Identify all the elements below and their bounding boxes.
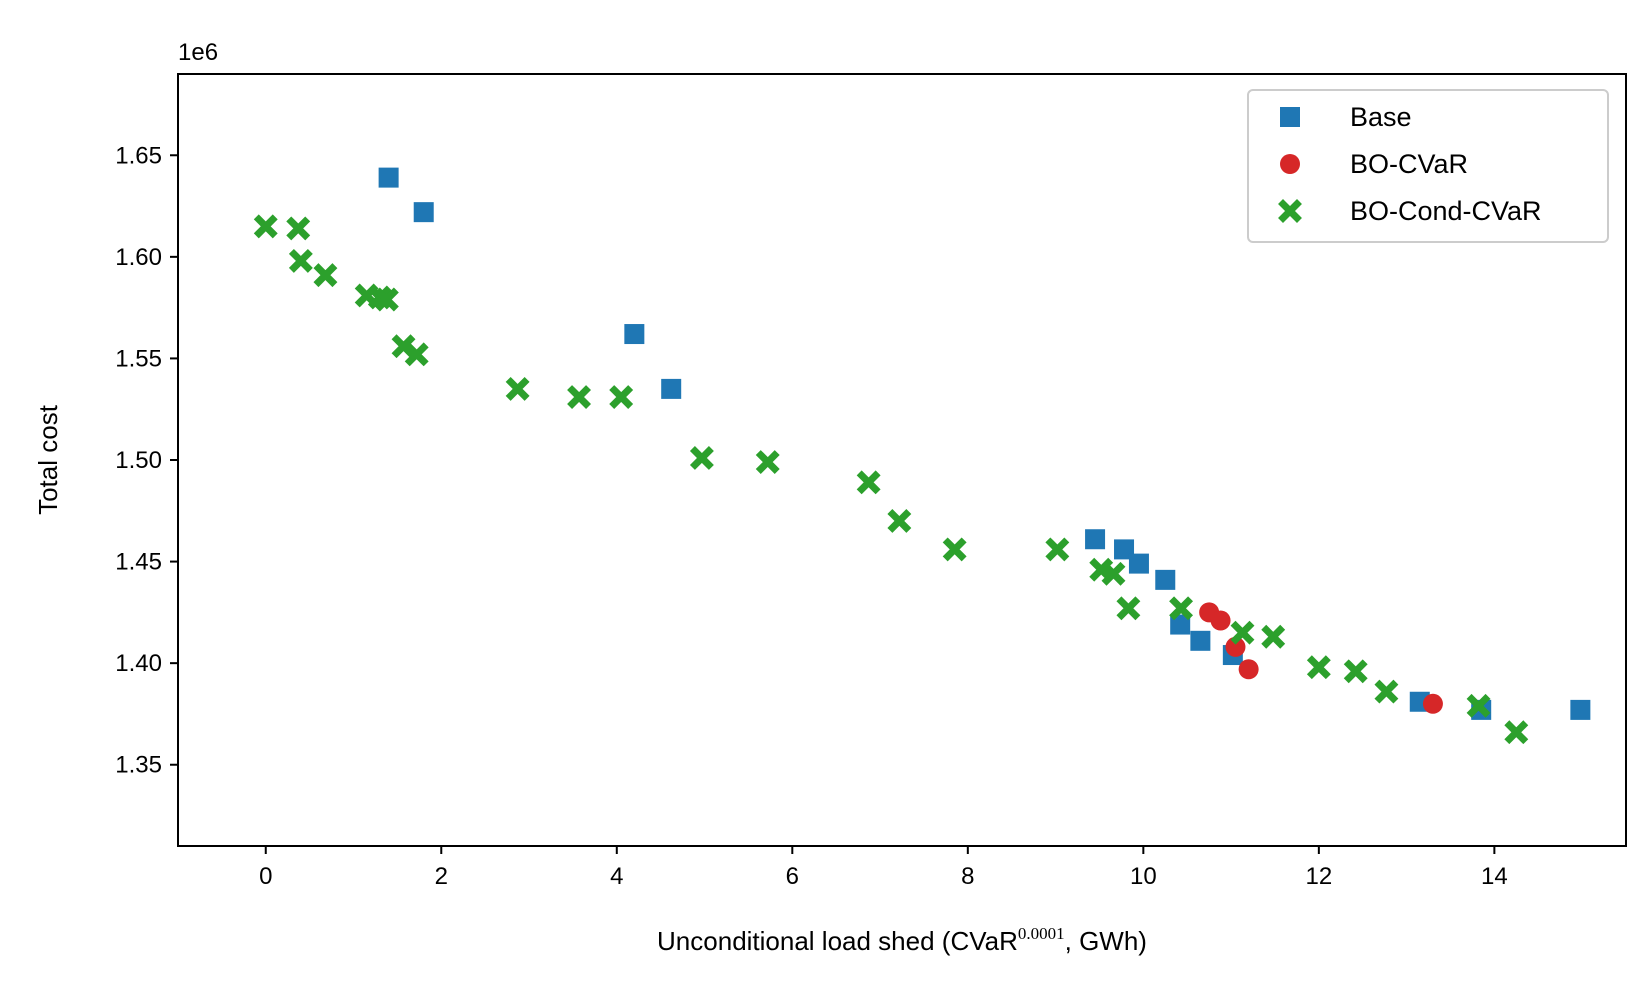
bo-cond-cvar-point-11 [609, 385, 634, 409]
bo-cond-cvar-point-23 [1261, 624, 1286, 649]
bo-cond-cvar-point-13 [755, 450, 780, 474]
legend-label-bo-cvar: BO-CVaR [1350, 149, 1468, 179]
x-tick-label: 10 [1130, 863, 1157, 890]
bo-cond-cvar-point-1 [286, 216, 311, 241]
bo-cond-cvar-point-26 [1374, 679, 1399, 704]
legend-entries: Base BO-CVaR BO-Cond-CVaR [1278, 102, 1542, 226]
bo-cvar-point-1 [1210, 610, 1231, 631]
base-point-8 [1170, 614, 1191, 635]
base-point-4 [1085, 529, 1106, 550]
base-point-9 [1190, 630, 1211, 651]
bo-cond-cvar-point-28 [1504, 720, 1529, 745]
base-point-13 [1570, 699, 1591, 720]
bo-cvar-point-4 [1422, 693, 1443, 714]
x-axis-label: Unconditional load shed (CVaR0.0001, GWh… [657, 924, 1147, 956]
x-axis-label-superscript: 0.0001 [1018, 924, 1065, 943]
x-tick-label: 14 [1481, 863, 1508, 890]
bo-cond-cvar-point-27 [1466, 693, 1491, 718]
bo-cond-cvar-point-24 [1306, 655, 1331, 680]
bo-cond-cvar-point-7 [391, 334, 416, 359]
y-tick-label: 1.55 [115, 345, 162, 372]
bo-cond-cvar-point-22 [1230, 620, 1255, 645]
y-tick-label: 1.65 [115, 142, 162, 169]
x-axis-label-main: Unconditional load shed (CVaR [657, 926, 1018, 956]
base-point-2 [624, 324, 645, 345]
base-point-6 [1128, 553, 1149, 574]
legend-frame [1247, 89, 1609, 243]
y-axis: 1.35 1.40 1.45 1.50 1.55 1.60 1.65 [115, 142, 178, 779]
bo-cvar-point-3 [1238, 659, 1259, 680]
bo-cond-cvar-point-20 [1116, 596, 1141, 621]
base-point-0 [378, 167, 399, 188]
bo-cond-cvar-point-14 [856, 470, 881, 495]
bo-cond-cvar-point-16 [942, 537, 967, 562]
legend-marker-base [1280, 107, 1300, 127]
x-axis-label-end: , GWh) [1065, 926, 1147, 956]
legend: Base BO-CVaR BO-Cond-CVaR [1247, 89, 1609, 243]
x-tick-label: 12 [1305, 863, 1332, 890]
bo-cond-cvar-point-21 [1169, 596, 1194, 621]
bo-cond-cvar-point-9 [505, 376, 530, 401]
bo-cvar-point-2 [1225, 636, 1246, 657]
y-tick-label: 1.50 [115, 447, 162, 474]
legend-label-base: Base [1350, 102, 1412, 132]
y-tick-label: 1.40 [115, 650, 162, 677]
base-point-7 [1155, 569, 1176, 590]
base-point-1 [413, 202, 434, 223]
legend-marker-bo-cond-cvar [1278, 199, 1302, 223]
bo-cond-cvar-point-2 [288, 248, 313, 273]
legend-marker-bo-cvar [1280, 154, 1300, 174]
bo-cond-cvar-point-8 [404, 342, 429, 367]
bo-cond-cvar-point-15 [887, 508, 912, 533]
y-tick-label: 1.60 [115, 244, 162, 271]
x-axis: 0 2 4 6 8 10 12 14 [259, 846, 1508, 890]
bo-cond-cvar-point-3 [313, 263, 338, 288]
bo-cond-cvar-point-17 [1045, 537, 1070, 562]
markers-layer [253, 167, 1591, 745]
y-tick-label: 1.45 [115, 549, 162, 576]
bo-cond-cvar-point-19 [1101, 561, 1126, 586]
y-offset-label: 1e6 [178, 39, 218, 66]
x-tick-label: 6 [786, 863, 799, 890]
bo-cond-cvar-point-12 [689, 446, 714, 470]
bo-cond-cvar-point-10 [567, 385, 592, 409]
y-tick-label: 1.35 [115, 752, 162, 779]
x-tick-label: 4 [610, 863, 623, 890]
bo-cond-cvar-point-0 [253, 214, 278, 239]
base-point-3 [661, 378, 682, 399]
bo-cond-cvar-point-6 [374, 287, 399, 312]
x-tick-label: 2 [435, 863, 448, 890]
x-tick-label: 0 [259, 863, 272, 890]
legend-label-bo-cond-cvar: BO-Cond-CVaR [1350, 196, 1542, 226]
x-tick-label: 8 [961, 863, 974, 890]
bo-cond-cvar-point-25 [1343, 659, 1368, 684]
y-axis-label: Total cost [33, 404, 63, 515]
